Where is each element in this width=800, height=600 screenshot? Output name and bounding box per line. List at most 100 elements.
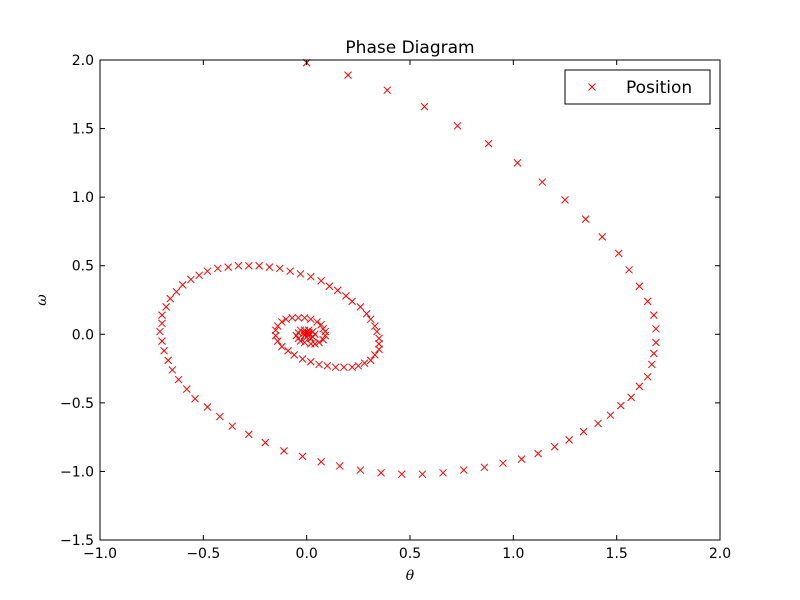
data-point [300,313,309,322]
data-point [325,282,334,291]
data-point [178,281,187,289]
data-point [360,359,369,367]
x-tick-label: 0.5 [399,546,421,562]
x-tick-label: −0.5 [186,546,220,562]
data-point [377,468,385,477]
data-point [304,330,313,339]
data-point [317,457,325,466]
data-point [284,346,292,355]
data-point [625,265,633,274]
x-tick-label: −1.0 [83,546,117,562]
x-tick-label: 1.5 [606,546,628,562]
y-tick-label: −0.5 [60,396,94,412]
data-point [538,178,547,186]
data-point [164,356,173,365]
data-point [614,249,623,258]
data-point [371,322,379,330]
data-point [581,215,590,223]
data-point [650,349,658,358]
data-point [298,355,307,363]
data-point [203,267,212,276]
data-point [166,294,175,303]
data-point [228,422,237,431]
data-point [643,372,652,381]
data-point [162,303,170,311]
data-point [213,264,222,273]
data-point [335,462,344,470]
data-point [158,311,166,319]
data-point [244,430,253,439]
data-point [203,403,212,411]
data-point [300,338,309,347]
data-point [280,447,288,455]
y-tick-label: 0.0 [72,327,94,343]
data-point [356,466,365,474]
data-point [594,419,602,428]
data-point [187,275,195,284]
data-point [315,338,323,347]
y-axis-label: ω [34,294,50,306]
data-point [652,324,660,333]
data-point [534,449,542,458]
data-point [606,411,615,420]
data-point [362,309,371,318]
data-point [313,318,321,326]
data-point [550,442,559,451]
data-point [616,401,625,410]
data-point [499,459,507,468]
data-point [156,327,164,336]
data-point [306,334,315,343]
y-tick-label: −1.0 [60,464,94,480]
legend-entry-position: Position [626,78,692,98]
data-point [635,382,644,391]
y-tick-label: 1.0 [72,190,94,206]
data-point [323,361,332,370]
data-point [172,287,181,296]
data-point [344,71,352,79]
data-point [513,159,522,167]
data-points [156,58,660,479]
data-point [375,345,383,354]
data-point [420,102,429,111]
data-point [650,311,658,319]
data-point [174,375,183,384]
data-point [366,356,375,365]
data-point [627,393,635,402]
data-point [288,313,297,322]
data-point [296,270,305,278]
legend-marker-x-icon [588,83,596,91]
data-point [182,385,191,393]
data-point [306,315,315,324]
data-point [278,318,286,326]
data-point [397,470,406,479]
data-point [158,319,166,328]
data-point [282,315,290,324]
x-tick-label: 0.0 [296,546,318,562]
data-point [158,337,166,345]
data-point [517,455,526,463]
data-point [366,315,375,324]
data-point [348,297,356,306]
data-point [234,261,243,270]
legend: Position [564,69,711,105]
y-tick-label: 0.5 [72,259,94,275]
axis-ticks: −1.0 −0.5 0.0 0.5 1.0 1.5 2.0−1.5−1.0−0.50.00.… [60,53,731,562]
data-point [315,360,323,369]
data-point [265,263,274,271]
data-point [275,264,284,273]
data-point [255,261,263,270]
data-point [319,335,328,344]
data-point [652,338,660,347]
data-point [290,351,299,359]
data-point [317,320,325,329]
data-point [439,468,447,477]
data-point [375,340,383,348]
data-point [317,276,325,285]
data-point [306,272,315,281]
chart-title: Phase Diagram [345,38,474,58]
data-point [342,292,350,300]
plot-frame [99,59,721,541]
data-point [298,452,307,461]
data-point [453,121,462,130]
